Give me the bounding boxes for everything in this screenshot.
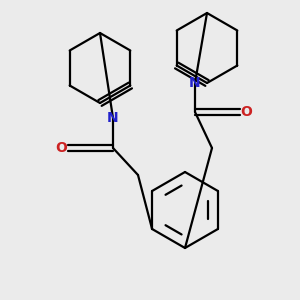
Text: O: O (241, 105, 253, 119)
Text: O: O (56, 141, 67, 155)
Text: N: N (107, 111, 119, 125)
Text: N: N (189, 76, 201, 90)
